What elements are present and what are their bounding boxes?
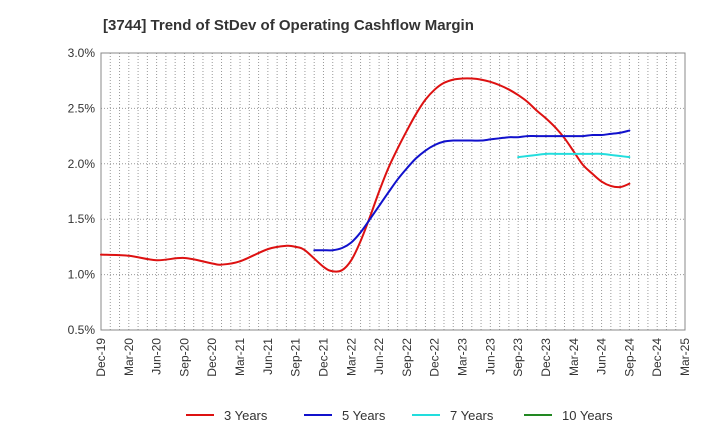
x-tick-label: Mar-22 [344,338,358,376]
axes: 0.5% 1.0% 1.5% 2.0% 2.5% 3.0% Dec-19 Mar-20 Jun-… [68,46,692,377]
x-tick-label: Mar-20 [122,338,136,376]
grid [101,53,685,330]
x-tick-label: Sep-20 [177,338,191,377]
series-layer [100,77,631,273]
x-tick-label: Mar-21 [233,338,247,376]
x-tick-label: Sep-23 [511,338,525,377]
x-tick-label: Sep-24 [622,338,636,377]
x-tick-label: Jun-24 [595,338,609,375]
x-tick-label: Dec-22 [428,338,442,377]
y-tick-label: 1.0% [68,268,96,282]
x-tick-label: Dec-24 [650,338,664,377]
legend-label-3: 10 Years [562,408,613,423]
x-tick-label: Dec-21 [316,338,330,377]
x-tick-label: Jun-21 [261,338,275,375]
legend-label-2: 7 Years [450,408,494,423]
plot-frame [100,52,686,331]
x-tick-label: Dec-19 [94,338,108,377]
x-tick-label: Mar-25 [678,338,692,376]
x-tick-label: Jun-22 [372,338,386,375]
x-tick-label: Jun-20 [150,338,164,375]
series-line-0 [100,77,631,273]
x-tick-label: Mar-24 [567,338,581,376]
legend: 3 Years 5 Years 7 Years 10 Years [186,408,613,423]
x-tick-label: Mar-23 [456,338,470,376]
series-line-2 [517,152,631,159]
y-tick-label: 0.5% [68,323,96,337]
series-line-1 [313,129,631,252]
chart-title: [3744] Trend of StDev of Operating Cashf… [103,17,474,34]
x-tick-label: Sep-22 [400,338,414,377]
x-tick-label: Sep-21 [289,338,303,377]
x-tick-label: Dec-20 [205,338,219,377]
y-tick-label: 2.0% [68,157,96,171]
legend-label-0: 3 Years [224,408,268,423]
legend-label-1: 5 Years [342,408,386,423]
plot-area [101,53,685,330]
x-tick-label: Dec-23 [539,338,553,377]
y-tick-label: 1.5% [68,212,96,226]
x-tick-label: Jun-23 [483,338,497,375]
y-tick-label: 2.5% [68,101,96,115]
y-tick-label: 3.0% [68,46,96,60]
